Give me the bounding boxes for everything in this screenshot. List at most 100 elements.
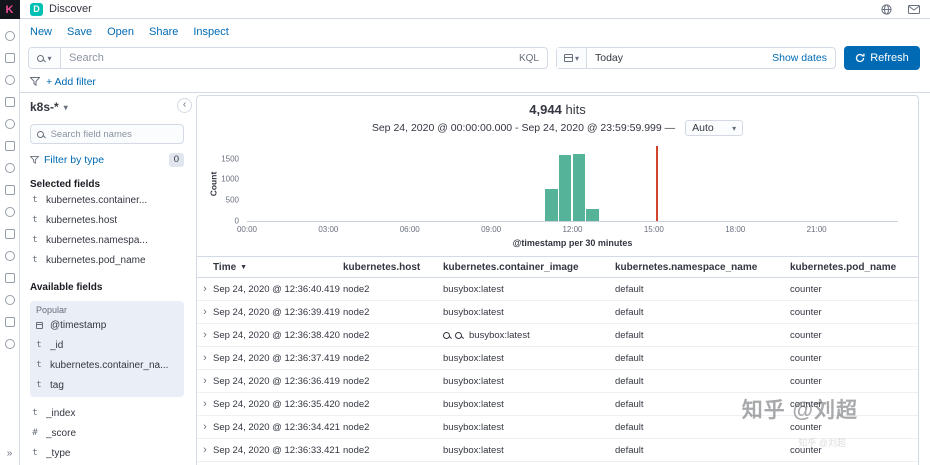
field-item[interactable]: t kubernetes.host: [30, 210, 184, 230]
kibana-logo[interactable]: K: [0, 0, 20, 19]
stack-monitoring-icon[interactable]: [4, 317, 15, 327]
hits-label: hits: [565, 102, 586, 117]
table-cell: counter: [790, 352, 822, 364]
nav-item-share[interactable]: Share: [149, 26, 179, 38]
table-row[interactable]: › Sep 24, 2020 @ 12:36:33.421 node2 busybox…: [197, 439, 918, 462]
magnify-minus-icon[interactable]: [455, 331, 462, 339]
filter-by-type-toggle[interactable]: Filter by type 0: [30, 153, 184, 167]
table-cell: default: [615, 283, 644, 295]
field-item[interactable]: # _score: [30, 423, 184, 443]
histogram-bar[interactable]: [586, 208, 599, 221]
table-cell: counter: [790, 444, 822, 456]
filter-icon: [30, 77, 40, 86]
uptime-icon[interactable]: [4, 251, 15, 261]
expand-row-icon[interactable]: ›: [203, 351, 207, 364]
table-row[interactable]: › Sep 24, 2020 @ 12:36:34.421 node2 busybox…: [197, 416, 918, 439]
field-item[interactable]: t _id: [34, 335, 180, 355]
expand-row-icon[interactable]: ›: [203, 282, 207, 295]
canvas-icon[interactable]: [4, 119, 15, 129]
recently-viewed-icon[interactable]: [4, 31, 15, 41]
logs-icon[interactable]: [4, 207, 15, 217]
date-range-value[interactable]: Today: [595, 52, 624, 64]
table-cell: Sep 24, 2020 @ 12:36:35.420: [213, 398, 340, 410]
saved-query-menu-button[interactable]: ▾: [29, 48, 61, 68]
histogram-bar[interactable]: [545, 189, 558, 221]
sort-descending-icon[interactable]: ▼: [240, 263, 248, 271]
field-item[interactable]: t _index: [30, 403, 184, 423]
table-row[interactable]: › Sep 24, 2020 @ 12:36:38.420 node2 busybox…: [197, 324, 918, 347]
table-cell: counter: [790, 283, 822, 295]
magnify-plus-icon[interactable]: [443, 331, 450, 339]
field-name: kubernetes.host: [46, 214, 118, 226]
column-header-container-image[interactable]: kubernetes.container_image: [443, 261, 579, 273]
dev-tools-icon[interactable]: [4, 295, 15, 305]
histogram-bar[interactable]: [558, 155, 572, 221]
expand-row-icon[interactable]: ›: [203, 420, 207, 433]
histogram-plot: 0 500 1000 1500 00:00 03:00 06:00 09:00 12:00 15:…: [221, 146, 898, 234]
nav-item-open[interactable]: Open: [107, 26, 135, 38]
field-search-input[interactable]: [48, 127, 177, 141]
expand-row-icon[interactable]: ›: [203, 374, 207, 387]
table-cell: busybox:latest: [443, 444, 504, 456]
available-fields-list: t _index # _score t _type: [30, 403, 184, 463]
current-time-marker: [656, 146, 659, 221]
visualize-icon[interactable]: [4, 75, 15, 85]
interval-select[interactable]: Auto ▾: [685, 120, 744, 136]
table-row[interactable]: › Sep 24, 2020 @ 12:36:37.419 node2 busybox…: [197, 347, 918, 370]
column-header-host[interactable]: kubernetes.host: [343, 261, 421, 273]
dashboard-icon[interactable]: [4, 97, 15, 107]
field-item[interactable]: t kubernetes.container...: [30, 190, 184, 210]
refresh-button[interactable]: Refresh: [844, 46, 920, 70]
table-row[interactable]: › Sep 24, 2020 @ 12:36:40.419 node2 busybox…: [197, 278, 918, 301]
field-item[interactable]: t kubernetes.container_na...: [34, 355, 180, 375]
field-type-icon: t: [32, 215, 38, 225]
globe-icon[interactable]: [881, 3, 892, 15]
query-bar-row: ▾ KQL ▾ Today Show dates Refresh: [20, 45, 930, 71]
column-header-time[interactable]: Time ▼: [213, 262, 343, 273]
apm-icon[interactable]: [4, 229, 15, 239]
expand-row-icon[interactable]: ›: [203, 397, 207, 410]
table-cell: Sep 24, 2020 @ 12:36:39.419: [213, 306, 340, 318]
metrics-icon[interactable]: [4, 185, 15, 195]
add-filter-button[interactable]: + Add filter: [46, 75, 96, 88]
hits-value: 4,944: [529, 102, 562, 117]
mail-icon[interactable]: [908, 4, 920, 14]
nav-item-new[interactable]: New: [30, 26, 53, 38]
space-avatar[interactable]: D: [30, 2, 43, 16]
index-pattern-select[interactable]: k8s-* ▾: [30, 100, 184, 114]
machine-learning-icon[interactable]: [4, 163, 15, 173]
table-cell: default: [615, 398, 644, 410]
nav-item-inspect[interactable]: Inspect: [193, 26, 229, 38]
search-input[interactable]: [61, 52, 519, 64]
expand-row-icon[interactable]: ›: [203, 305, 207, 318]
table-row[interactable]: › Sep 24, 2020 @ 12:36:36.419 node2 busybox…: [197, 370, 918, 393]
histogram-bar[interactable]: [572, 153, 586, 221]
column-header-pod-name[interactable]: kubernetes.pod_name: [790, 261, 897, 273]
discover-icon[interactable]: [4, 53, 15, 63]
nav-item-save[interactable]: Save: [67, 26, 93, 38]
table-cell: busybox:latest: [443, 421, 504, 433]
table-row[interactable]: › Sep 24, 2020 @ 12:36:39.419 node2 busybox…: [197, 301, 918, 324]
field-item[interactable]: t _type: [30, 443, 184, 463]
table-cell: default: [615, 375, 644, 387]
stack-management-icon[interactable]: [4, 339, 15, 349]
field-item[interactable]: t tag: [34, 375, 180, 395]
expand-row-icon[interactable]: ›: [203, 443, 207, 456]
refresh-icon: [855, 53, 865, 63]
field-item[interactable]: t kubernetes.namespa...: [30, 230, 184, 250]
kql-switch[interactable]: KQL: [518, 52, 539, 64]
selected-fields-list: t kubernetes.container... t kubernetes.host…: [30, 190, 184, 270]
table-row[interactable]: › Sep 24, 2020 @ 12:36:35.420 node2 busybox…: [197, 393, 918, 416]
x-axis-title: @timestamp per 30 minutes: [512, 238, 633, 248]
table-cell: Sep 24, 2020 @ 12:36:36.419: [213, 375, 340, 387]
field-item[interactable]: @timestamp: [34, 315, 180, 335]
collapse-sidebar-button[interactable]: ‹: [177, 98, 192, 113]
expand-row-icon[interactable]: ›: [203, 328, 207, 341]
siem-icon[interactable]: [4, 273, 15, 283]
column-header-namespace-name[interactable]: kubernetes.namespace_name: [615, 261, 758, 273]
field-item[interactable]: t kubernetes.pod_name: [30, 250, 184, 270]
expand-menu-icon[interactable]: »: [6, 448, 13, 459]
show-dates-button[interactable]: Show dates: [772, 52, 827, 64]
maps-icon[interactable]: [4, 141, 15, 151]
quick-select-date-button[interactable]: ▾: [557, 48, 587, 68]
